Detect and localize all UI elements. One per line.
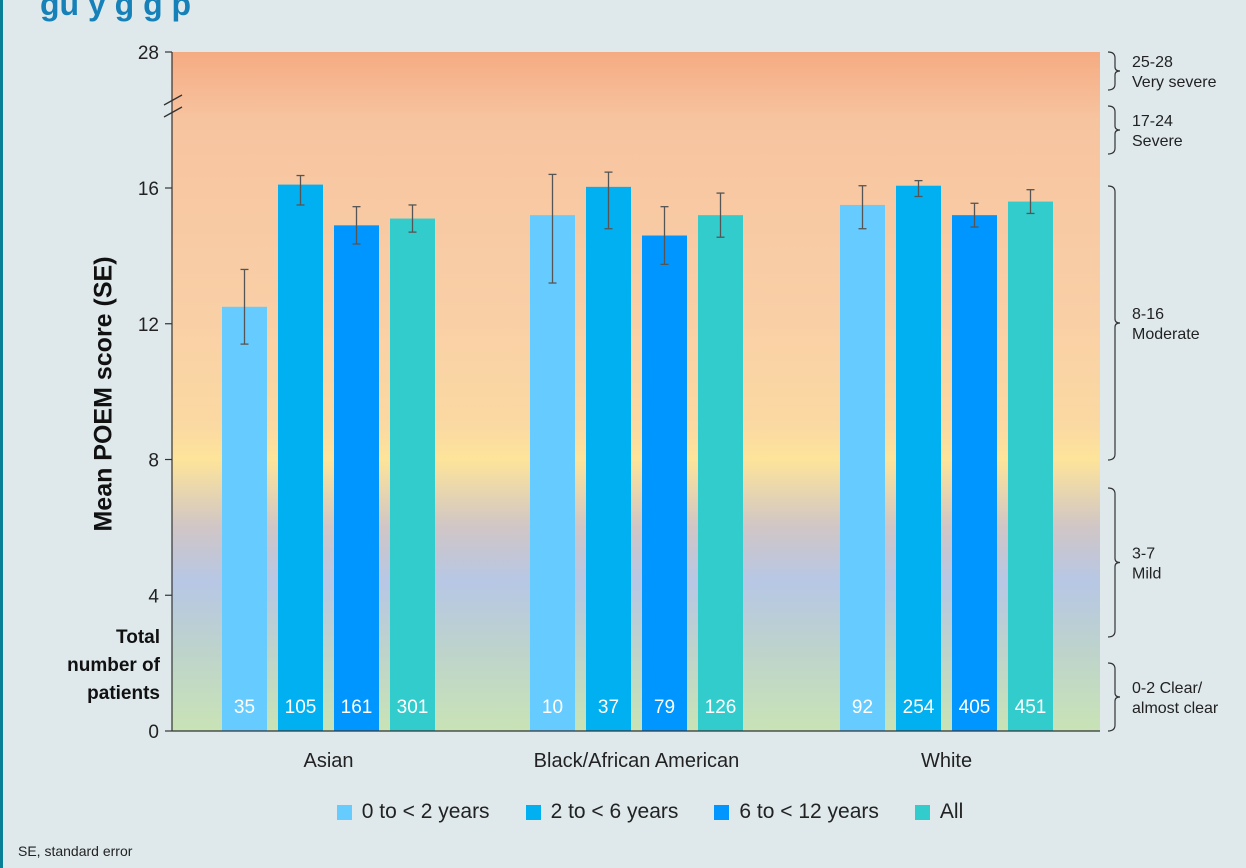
- bar: [896, 186, 941, 731]
- legend: 0 to < 2 years 2 to < 6 years 6 to < 12 ye…: [300, 800, 1000, 824]
- bar: [642, 236, 687, 731]
- bar: [334, 225, 379, 731]
- patient-count-label: 105: [285, 697, 317, 718]
- y-tick-label: 8: [148, 451, 159, 472]
- x-tick-label: Black/African American: [534, 750, 740, 772]
- bar: [1008, 202, 1053, 731]
- bar: [222, 307, 267, 731]
- severity-bracket: [1108, 106, 1120, 154]
- legend-label: All: [940, 800, 963, 824]
- patient-count-label: 10: [542, 697, 563, 718]
- bar: [586, 187, 631, 731]
- legend-label: 6 to < 12 years: [739, 800, 879, 824]
- footnote: SE, standard error: [18, 843, 132, 859]
- legend-item: All: [915, 800, 963, 824]
- severity-bracket: [1108, 186, 1120, 460]
- patient-count-label: 451: [1015, 697, 1047, 718]
- patient-count-label: 161: [341, 697, 373, 718]
- y-tick-label: 0: [148, 722, 159, 743]
- patient-count-label: 254: [903, 697, 935, 718]
- y-tick-label: 4: [148, 586, 159, 607]
- x-tick-label: Asian: [303, 750, 353, 772]
- bar: [278, 185, 323, 731]
- patient-count-label: 92: [852, 697, 873, 718]
- legend-item: 2 to < 6 years: [526, 800, 679, 824]
- bar: [840, 205, 885, 731]
- patient-count-label: 35: [234, 697, 255, 718]
- severity-bracket: [1108, 663, 1120, 731]
- y-tick-label: 28: [138, 43, 159, 64]
- severity-band-label: 17-24 Severe: [1132, 113, 1183, 150]
- patient-count-label: 405: [959, 697, 991, 718]
- y-tick-label: 16: [138, 179, 159, 200]
- y-axis-label: Mean POEM score (SE): [90, 256, 119, 531]
- legend-swatch: [337, 805, 352, 820]
- severity-band-label: 8-16 Moderate: [1132, 306, 1200, 343]
- legend-item: 0 to < 2 years: [337, 800, 490, 824]
- legend-swatch: [526, 805, 541, 820]
- patient-count-label: 126: [705, 697, 737, 718]
- legend-label: 2 to < 6 years: [551, 800, 679, 824]
- bar: [698, 215, 743, 731]
- y-tick-label: 12: [138, 315, 159, 336]
- severity-band-label: 0-2 Clear/almost clear: [1132, 680, 1219, 717]
- patient-count-label: 37: [598, 697, 619, 718]
- bar: [952, 215, 997, 731]
- severity-band-label: 25-28 Very severe: [1132, 54, 1217, 91]
- bar: [530, 215, 575, 731]
- legend-swatch: [714, 805, 729, 820]
- legend-item: 6 to < 12 years: [714, 800, 879, 824]
- severity-bracket: [1108, 52, 1120, 90]
- bar: [390, 219, 435, 731]
- total-patients-label: Total number of patients: [60, 624, 160, 708]
- severity-bracket: [1108, 488, 1120, 637]
- legend-swatch: [915, 805, 930, 820]
- x-tick-label: White: [921, 750, 972, 772]
- legend-label: 0 to < 2 years: [362, 800, 490, 824]
- severity-band-label: 3-7 Mild: [1132, 546, 1161, 583]
- patient-count-label: 301: [397, 697, 429, 718]
- patient-count-label: 79: [654, 697, 675, 718]
